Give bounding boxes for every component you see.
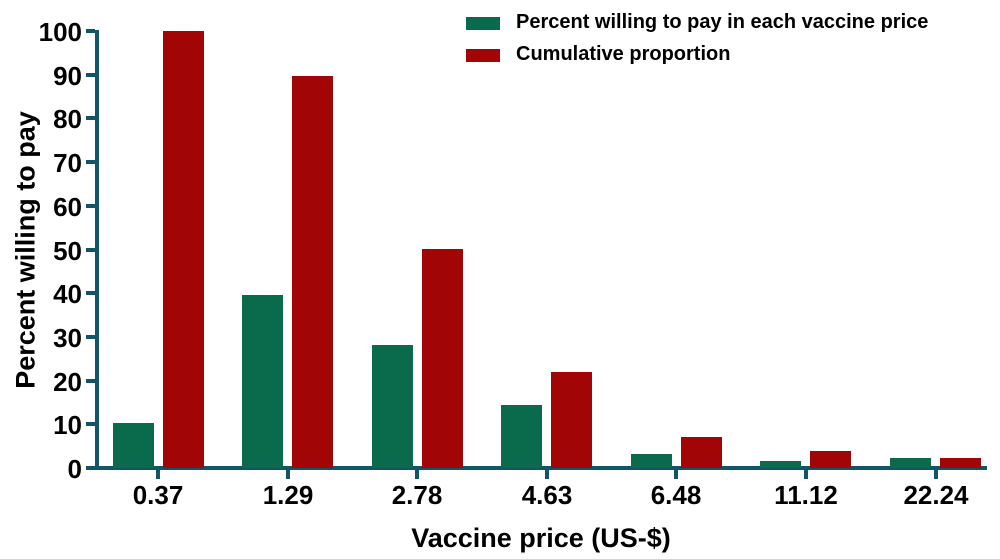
x-tick-label-2.78: 2.78 <box>391 480 443 510</box>
legend-swatch-cumulative <box>466 49 500 62</box>
bar-percent-11.12 <box>760 461 801 468</box>
y-tick-mark-50 <box>86 248 95 252</box>
bar-cumulative-22.24 <box>940 458 981 468</box>
x-tick-mark-4.63 <box>545 470 549 479</box>
x-tick-label-0.37: 0.37 <box>132 480 184 510</box>
y-tick-mark-0 <box>86 466 95 470</box>
x-tick-mark-2.78 <box>415 470 419 479</box>
bar-percent-2.78 <box>372 345 413 468</box>
y-tick-label-20: 20 <box>53 367 82 397</box>
y-tick-mark-60 <box>86 204 95 208</box>
bar-percent-6.48 <box>631 454 672 468</box>
x-axis-title: Vaccine price (US-$) <box>411 523 671 553</box>
y-tick-label-100: 100 <box>38 17 82 47</box>
bar-percent-0.37 <box>113 423 154 468</box>
y-tick-mark-10 <box>86 422 95 426</box>
x-tick-label-22.24: 22.24 <box>903 480 969 510</box>
y-tick-mark-100 <box>86 29 95 33</box>
bar-percent-22.24 <box>890 458 931 468</box>
y-tick-label-60: 60 <box>53 192 82 222</box>
x-tick-label-6.48: 6.48 <box>650 480 702 510</box>
x-tick-label-1.29: 1.29 <box>262 480 314 510</box>
x-tick-mark-1.29 <box>286 470 290 479</box>
x-tick-mark-22.24 <box>934 470 938 479</box>
x-tick-label-11.12: 11.12 <box>774 480 838 510</box>
y-tick-mark-90 <box>86 73 95 77</box>
bar-percent-1.29 <box>242 295 283 468</box>
y-tick-label-10: 10 <box>53 410 82 440</box>
bar-cumulative-1.29 <box>292 76 333 468</box>
y-tick-label-0: 0 <box>67 454 82 484</box>
y-tick-label-80: 80 <box>53 104 82 134</box>
x-tick-label-4.63: 4.63 <box>521 480 573 510</box>
x-tick-mark-0.37 <box>156 470 160 479</box>
bar-cumulative-11.12 <box>810 451 851 468</box>
y-tick-label-90: 90 <box>53 61 82 91</box>
x-tick-mark-11.12 <box>804 470 808 479</box>
bar-cumulative-0.37 <box>163 31 204 468</box>
legend-label-percent: Percent willing to pay in each vaccine p… <box>516 11 929 33</box>
y-tick-label-70: 70 <box>53 148 82 178</box>
y-tick-label-40: 40 <box>53 279 82 309</box>
bar-percent-4.63 <box>501 405 542 468</box>
y-tick-mark-80 <box>86 116 95 120</box>
bar-cumulative-2.78 <box>422 249 463 468</box>
y-tick-mark-70 <box>86 160 95 164</box>
legend-swatch-percent <box>466 17 500 30</box>
y-axis-line <box>95 30 99 470</box>
y-tick-label-30: 30 <box>53 323 82 353</box>
y-tick-label-50: 50 <box>53 236 82 266</box>
bar-cumulative-4.63 <box>551 372 592 468</box>
x-axis-line <box>95 466 987 470</box>
legend-label-cumulative: Cumulative proportion <box>516 43 731 65</box>
y-tick-mark-30 <box>86 335 95 339</box>
y-tick-mark-40 <box>86 291 95 295</box>
bar-cumulative-6.48 <box>681 437 722 468</box>
x-tick-mark-6.48 <box>674 470 678 479</box>
y-tick-mark-20 <box>86 379 95 383</box>
